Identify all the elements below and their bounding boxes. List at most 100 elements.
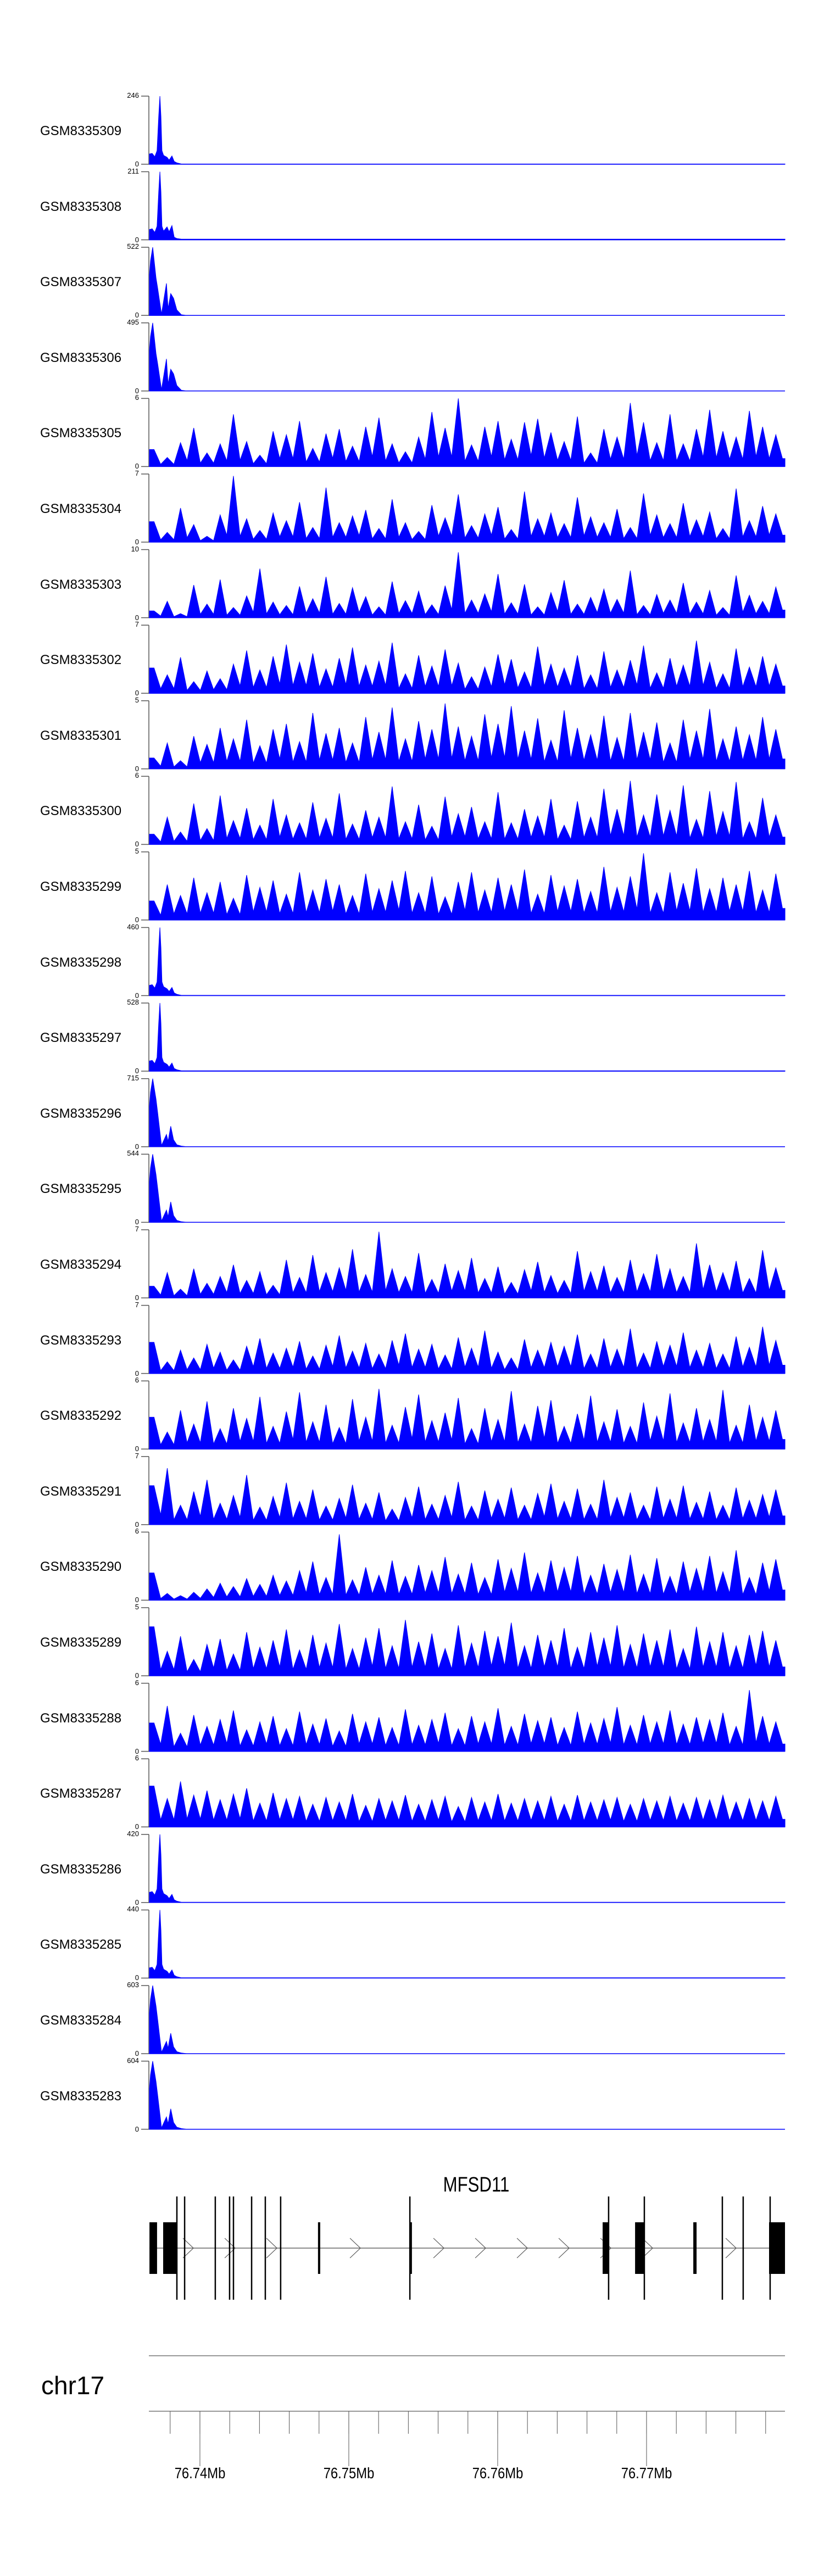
y-tick-label-zero: 0 (135, 1520, 139, 1529)
signal-area-GSM8335288 (149, 1690, 786, 1752)
signal-area-GSM8335301 (149, 703, 786, 770)
track-label: GSM8335301 (40, 728, 122, 743)
y-tick-label-zero: 0 (135, 1445, 139, 1453)
track-label: GSM8335309 (40, 124, 122, 138)
gene-exon-mark (183, 2196, 186, 2300)
signal-area-GSM8335290 (149, 1534, 786, 1601)
track-label: GSM8335283 (40, 2088, 122, 2104)
signal-area-GSM8335305 (149, 398, 786, 467)
signal-area-GSM8335308 (149, 171, 786, 241)
genome-axis-tick-label: 76.76Mb (472, 2465, 524, 2482)
strand-chevron-icon (224, 2238, 236, 2259)
gene-exon-mark (250, 2196, 253, 2300)
y-tick-label-zero: 0 (135, 160, 139, 168)
signal-area-GSM8335306 (149, 322, 785, 392)
y-tick-label-zero: 0 (135, 840, 139, 849)
y-tick-label-max: 528 (127, 998, 139, 1007)
track-label: GSM8335295 (40, 1181, 122, 1197)
signal-area-GSM8335304 (149, 476, 786, 543)
track-label: GSM8335284 (40, 2013, 122, 2028)
y-tick-label-max: 211 (127, 166, 139, 175)
genome-axis-tick-label: 76.74Mb (174, 2465, 226, 2482)
signal-area-GSM8335297 (149, 1003, 786, 1072)
y-tick-label-zero: 0 (135, 2125, 139, 2133)
track-label: GSM8335306 (40, 350, 122, 365)
y-tick-label-max: 7 (135, 469, 139, 477)
gene-exon-mark (232, 2196, 235, 2300)
signal-area-GSM8335284 (149, 1985, 785, 2054)
y-tick-label-max: 10 (131, 544, 139, 553)
y-tick-label-max: 6 (135, 1678, 139, 1687)
signal-area-GSM8335299 (149, 853, 786, 921)
y-tick-label-max: 5 (135, 695, 139, 704)
gene-exon (149, 2222, 157, 2274)
genome-axis-tick-label: 76.77Mb (621, 2465, 672, 2482)
track-label: GSM8335292 (40, 1408, 122, 1424)
track-label: GSM8335307 (40, 275, 122, 290)
y-tick-label-max: 5 (135, 847, 139, 855)
gene-exon-mark (643, 2196, 645, 2300)
track-label: GSM8335305 (40, 426, 122, 441)
y-tick-label-zero: 0 (135, 613, 139, 622)
strand-chevron-icon (516, 2238, 528, 2259)
signal-area-GSM8335295 (149, 1154, 785, 1223)
y-tick-label-zero: 0 (135, 1973, 139, 1982)
y-tick-label-zero: 0 (135, 916, 139, 924)
y-tick-label-max: 544 (127, 1149, 139, 1158)
y-tick-label-max: 7 (135, 1451, 139, 1460)
signal-area-GSM8335289 (149, 1620, 786, 1676)
y-tick-label-max: 715 (127, 1073, 139, 1082)
track-label: GSM8335285 (40, 1937, 122, 1953)
y-tick-label-max: 603 (127, 1981, 139, 1989)
track-label: GSM8335291 (40, 1484, 122, 1499)
strand-chevron-icon (266, 2238, 277, 2259)
y-tick-label-zero: 0 (135, 235, 139, 244)
y-tick-label-zero: 0 (135, 764, 139, 773)
track-label: GSM8335308 (40, 199, 122, 214)
y-tick-label-zero: 0 (135, 311, 139, 320)
strand-chevron-icon (475, 2238, 486, 2259)
track-label: GSM8335294 (40, 1257, 122, 1272)
gene-name-label: MFSD11 (443, 2173, 510, 2196)
track-label: GSM8335298 (40, 955, 122, 970)
signal-area-GSM8335293 (149, 1326, 786, 1374)
y-tick-label-max: 6 (135, 1527, 139, 1536)
track-label: GSM8335303 (40, 577, 122, 592)
y-tick-label-max: 6 (135, 1376, 139, 1385)
y-tick-label-zero: 0 (135, 462, 139, 471)
y-tick-label-max: 460 (127, 922, 139, 931)
y-tick-label-max: 246 (127, 91, 139, 99)
signal-area-GSM8335309 (149, 96, 786, 165)
track-label: GSM8335299 (40, 879, 122, 894)
y-tick-label-zero: 0 (135, 1822, 139, 1831)
y-tick-label-zero: 0 (135, 689, 139, 698)
track-label: GSM8335296 (40, 1106, 122, 1121)
y-tick-label-zero: 0 (135, 1596, 139, 1604)
y-tick-label-max: 420 (127, 1829, 139, 1838)
strand-chevron-icon (558, 2238, 570, 2259)
y-tick-label-max: 7 (135, 1225, 139, 1233)
y-tick-label-zero: 0 (135, 538, 139, 546)
y-tick-label-max: 6 (135, 1754, 139, 1763)
track-label: GSM8335289 (40, 1635, 122, 1650)
signal-area-GSM8335294 (149, 1231, 786, 1298)
y-tick-label-zero: 0 (135, 1142, 139, 1151)
signal-area-GSM8335285 (149, 1910, 786, 1978)
gene-exon-mark (229, 2196, 231, 2300)
gene-exon (635, 2222, 644, 2274)
genome-axis-tick-label: 76.75Mb (323, 2465, 375, 2482)
y-tick-label-max: 6 (135, 393, 139, 402)
track-label: GSM8335293 (40, 1332, 122, 1348)
strand-chevron-icon (349, 2238, 361, 2259)
gene-exon-mark (742, 2196, 744, 2300)
gene-exon (163, 2222, 177, 2274)
track-label: GSM8335304 (40, 501, 122, 516)
y-tick-label-max: 7 (135, 620, 139, 629)
y-tick-label-max: 440 (127, 1905, 139, 1914)
track-label: GSM8335300 (40, 804, 122, 819)
track-label: GSM8335302 (40, 653, 122, 668)
gene-exon (693, 2222, 697, 2274)
y-tick-label-zero: 0 (135, 991, 139, 1000)
gene-exon (603, 2222, 609, 2274)
